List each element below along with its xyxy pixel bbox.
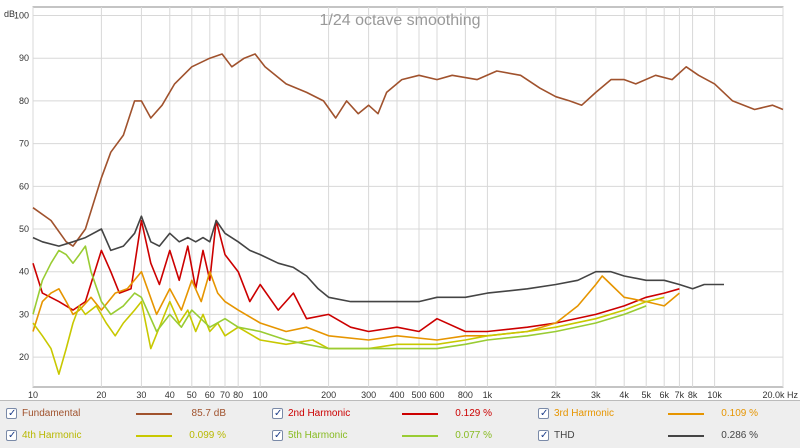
y-tick-label: 20 — [19, 352, 29, 362]
series-line-4th-harmonic — [32, 296, 665, 375]
legend-swatch-3rd-harmonic — [668, 413, 704, 415]
legend-label-fundamental: Fundamental — [22, 408, 81, 419]
legend-value-2nd-harmonic: 0.129 % — [455, 408, 492, 419]
chart-title: 1/24 octave smoothing — [320, 12, 481, 29]
legend-entry-2nd-harmonic[interactable]: 2nd Harmonic 0.129 % — [272, 405, 502, 423]
series-line-3rd-harmonic — [32, 270, 680, 341]
legend-entry-fundamental[interactable]: Fundamental 85.7 dB — [6, 405, 236, 423]
series-lines — [32, 53, 784, 375]
legend-panel: Fundamental 85.7 dB 2nd Harmonic 0.129 %… — [0, 400, 800, 448]
legend-label-2nd-harmonic: 2nd Harmonic — [288, 408, 351, 419]
x-axis-ticks: 10 20 30 40 50 60 70 80 100 200 300 400 500 600 800 1k 2… — [28, 390, 798, 400]
x-tick-label: 300 — [361, 390, 376, 400]
x-tick-label: 100 — [253, 390, 268, 400]
5th-harmonic-checkbox[interactable] — [272, 427, 283, 445]
x-tick-label: 400 — [389, 390, 404, 400]
x-tick-label: 3k — [591, 390, 601, 400]
x-tick-label: 800 — [458, 390, 473, 400]
x-tick-label: 7k — [675, 390, 685, 400]
y-tick-label: 100 — [14, 11, 29, 21]
x-tick-label: 1k — [483, 390, 493, 400]
legend-swatch-4th-harmonic — [136, 435, 172, 437]
y-tick-label: 70 — [19, 139, 29, 149]
y-tick-label: 60 — [19, 181, 29, 191]
legend-value-5th-harmonic: 0.077 % — [455, 430, 492, 441]
x-tick-label: 4k — [619, 390, 629, 400]
fundamental-checkbox[interactable] — [6, 405, 17, 423]
legend-swatch-2nd-harmonic — [402, 413, 438, 415]
x-tick-label: 600 — [429, 390, 444, 400]
legend-value-thd: 0.286 % — [721, 430, 758, 441]
legend-swatch-5th-harmonic — [402, 435, 438, 437]
x-tick-label: 30 — [136, 390, 146, 400]
x-tick-label: 8k — [688, 390, 698, 400]
legend-value-3rd-harmonic: 0.109 % — [721, 408, 758, 419]
x-tick-label: 60 — [205, 390, 215, 400]
legend-value-4th-harmonic: 0.099 % — [189, 430, 226, 441]
y-tick-label: 40 — [19, 267, 29, 277]
x-tick-label: 70 — [220, 390, 230, 400]
x-tick-label: 10 — [28, 390, 38, 400]
x-tick-label: 10k — [707, 390, 722, 400]
legend-swatch-fundamental — [136, 413, 172, 415]
y-axis-unit: dB — [4, 9, 15, 19]
legend-label-5th-harmonic: 5th Harmonic — [288, 430, 348, 441]
y-axis-ticks: 20 30 40 50 60 70 80 90 100 — [14, 11, 29, 363]
x-tick-label: 20.0k Hz — [762, 390, 798, 400]
x-tick-label: 80 — [233, 390, 243, 400]
series-line-fundamental — [32, 53, 784, 247]
series-line-2nd-harmonic — [32, 219, 680, 333]
y-tick-label: 90 — [19, 53, 29, 63]
plot-area — [32, 6, 784, 388]
x-tick-label: 2k — [551, 390, 561, 400]
2nd-harmonic-checkbox[interactable] — [272, 405, 283, 423]
legend-label-3rd-harmonic: 3rd Harmonic — [554, 408, 615, 419]
x-tick-label: 40 — [165, 390, 175, 400]
legend-value-fundamental: 85.7 dB — [191, 408, 226, 419]
legend-entry-5th-harmonic[interactable]: 5th Harmonic 0.077 % — [272, 427, 502, 445]
x-tick-label: 50 — [187, 390, 197, 400]
x-tick-label: 200 — [321, 390, 336, 400]
legend-entry-thd[interactable]: THD 0.286 % — [538, 427, 768, 445]
legend-entry-3rd-harmonic[interactable]: 3rd Harmonic 0.109 % — [538, 405, 768, 423]
grid-lines — [32, 7, 784, 387]
series-line-5th-harmonic — [32, 245, 647, 350]
thd-checkbox[interactable] — [538, 427, 549, 445]
4th-harmonic-checkbox[interactable] — [6, 427, 17, 445]
x-tick-label: 6k — [659, 390, 669, 400]
x-tick-label: 5k — [641, 390, 651, 400]
x-tick-label: 500 — [411, 390, 426, 400]
y-tick-label: 50 — [19, 224, 29, 234]
x-tick-label: 20 — [96, 390, 106, 400]
legend-swatch-thd — [668, 435, 704, 437]
3rd-harmonic-checkbox[interactable] — [538, 405, 549, 423]
legend-label-4th-harmonic: 4th Harmonic — [22, 430, 82, 441]
y-tick-label: 30 — [19, 309, 29, 319]
y-tick-label: 80 — [19, 96, 29, 106]
legend-entry-4th-harmonic[interactable]: 4th Harmonic 0.099 % — [6, 427, 236, 445]
series-line-thd — [32, 215, 724, 303]
legend-label-thd: THD — [554, 430, 575, 441]
